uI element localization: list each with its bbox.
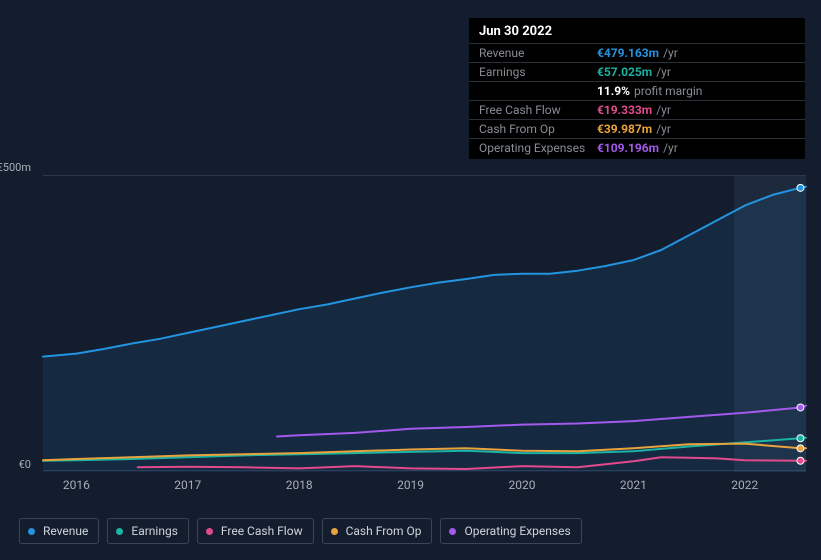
legend: Revenue Earnings Free Cash Flow Cash From O… (19, 518, 582, 544)
tooltip-row-value: €479.163m (597, 46, 659, 60)
legend-item[interactable]: Revenue (19, 518, 99, 544)
legend-item[interactable]: Earnings (107, 518, 189, 544)
tooltip-row-value: €39.987m (597, 122, 652, 136)
x-tick: 2018 (286, 478, 313, 492)
tooltip-row-label: Cash From Op (479, 122, 597, 136)
tooltip-row-unit: /yr (663, 141, 678, 155)
chart-lines (43, 176, 806, 472)
tooltip-row: Earnings€57.025m/yr (469, 62, 805, 81)
x-tick: 2020 (508, 478, 535, 492)
legend-swatch (331, 528, 338, 535)
x-axis: 2016 2017 2018 2019 2020 2021 2022 (43, 478, 806, 498)
tooltip-row: Free Cash Flow€19.333m/yr (469, 100, 805, 119)
tooltip-row-label: Free Cash Flow (479, 103, 597, 117)
tooltip-row: Cash From Op€39.987m/yr (469, 119, 805, 138)
hover-tooltip: Jun 30 2022 Revenue€479.163m/yrEarnings€… (469, 18, 805, 159)
legend-swatch (449, 528, 456, 535)
legend-swatch (28, 528, 35, 535)
plot[interactable] (43, 175, 806, 471)
tooltip-row-unit: /yr (663, 46, 678, 60)
legend-label: Free Cash Flow (221, 524, 303, 538)
tooltip-row-unit: /yr (656, 103, 671, 117)
tooltip-row-label: Earnings (479, 65, 597, 79)
legend-item[interactable]: Free Cash Flow (197, 518, 314, 544)
tooltip-row: Revenue€479.163m/yr (469, 43, 805, 62)
tooltip-row-unit: /yr (656, 65, 671, 79)
legend-swatch (116, 528, 123, 535)
tooltip-row-value: €109.196m (597, 141, 659, 155)
legend-item[interactable]: Operating Expenses (440, 518, 581, 544)
legend-label: Earnings (131, 524, 178, 538)
legend-swatch (206, 528, 213, 535)
x-tick: 2019 (397, 478, 424, 492)
x-tick: 2016 (63, 478, 90, 492)
legend-item[interactable]: Cash From Op (322, 518, 433, 544)
x-tick: 2021 (620, 478, 647, 492)
x-tick: 2022 (731, 478, 758, 492)
tooltip-row-value: 11.9% (597, 84, 630, 98)
tooltip-row-value: €57.025m (597, 65, 652, 79)
tooltip-row-value: €19.333m (597, 103, 652, 117)
legend-label: Operating Expenses (464, 524, 570, 538)
tooltip-date: Jun 30 2022 (469, 24, 805, 43)
tooltip-row: Operating Expenses€109.196m/yr (469, 138, 805, 157)
tooltip-row-label: Revenue (479, 46, 597, 60)
legend-label: Revenue (43, 524, 88, 538)
tooltip-row-label: Operating Expenses (479, 141, 597, 155)
tooltip-row-unit: profit margin (634, 84, 702, 98)
chart-area[interactable] (19, 175, 806, 471)
y-tick-top: €500m (0, 161, 31, 174)
tooltip-row: 11.9% profit margin (469, 81, 805, 100)
tooltip-row-unit: /yr (656, 122, 671, 136)
legend-label: Cash From Op (346, 524, 422, 538)
x-tick: 2017 (174, 478, 201, 492)
